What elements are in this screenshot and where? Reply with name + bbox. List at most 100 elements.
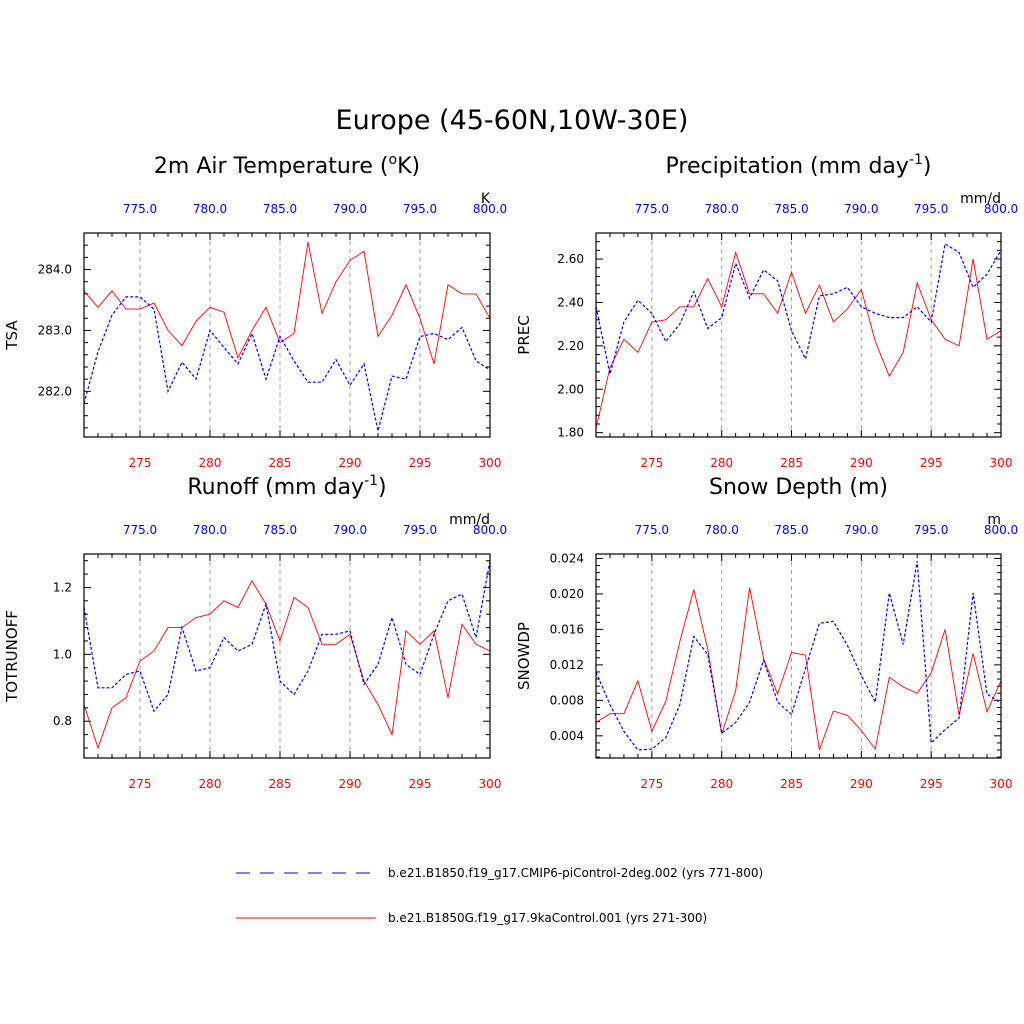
figure-title: Europe (45-60N,10W-30E) bbox=[336, 105, 689, 136]
panel-1-xtick-label-top-4: 790.0 bbox=[333, 202, 367, 216]
panel-3-xtick-label-bottom-6: 300 bbox=[479, 777, 502, 791]
panel-1-ylabel: TSA bbox=[3, 320, 21, 351]
panel-3-frame bbox=[83, 553, 491, 759]
panel-3-xtick-label-top-1: 775.0 bbox=[123, 523, 157, 537]
panel-2-xtick-label-bottom-5: 295 bbox=[920, 456, 943, 470]
panel-3-xtick-label-bottom-4: 290 bbox=[339, 777, 362, 791]
panel-4-xtick-label-bottom-1: 275 bbox=[640, 777, 663, 791]
panel-1-title-sup: o bbox=[388, 152, 397, 168]
panel-2-ytick-label-3: 2.20 bbox=[557, 339, 584, 353]
panel-1-xtick-label-top-1: 775.0 bbox=[123, 202, 157, 216]
panel-2-xtick-label-top-6: 800.0 bbox=[984, 202, 1018, 216]
panel-2-units: mm/d bbox=[960, 191, 1001, 207]
panel-4-xtick-label-top-6: 800.0 bbox=[984, 523, 1018, 537]
panel-4-frame bbox=[595, 553, 1002, 759]
panel-3-series-blue-line bbox=[83, 560, 491, 713]
panel-2-xtick-label-top-3: 785.0 bbox=[774, 202, 808, 216]
panel-3-xtick-label-top-2: 780.0 bbox=[193, 523, 227, 537]
panel-2-title-sup: -1 bbox=[909, 152, 923, 168]
panel-1-xtick-label-bottom-2: 280 bbox=[199, 456, 222, 470]
panel-2-title: Precipitation (mm day-1) bbox=[666, 152, 932, 179]
panel-3-xtick-label-top-5: 795.0 bbox=[403, 523, 437, 537]
panel-3-ylabel: TOTRUNOFF bbox=[3, 610, 21, 703]
panel-3-units: mm/d bbox=[449, 512, 490, 528]
panel-1-ytick-label-2: 283.0 bbox=[38, 323, 72, 337]
panel-3-title: Runoff (mm day-1) bbox=[187, 473, 386, 500]
panel-2-xtick-label-bottom-1: 275 bbox=[640, 456, 663, 470]
panel-3-title-end: ) bbox=[378, 475, 387, 500]
panel-4-series-blue-line bbox=[595, 561, 1002, 751]
panel-2: Precipitation (mm day-1) mm/d PREC 1.80 2.00… bbox=[515, 152, 1018, 470]
panel-4-ytick-label-2: 0.008 bbox=[550, 693, 584, 707]
panel-4-xtick-label-bottom-4: 290 bbox=[850, 777, 873, 791]
panel-1-ytick-label-1: 282.0 bbox=[38, 384, 72, 398]
panel-2-ytick-label-2: 2.00 bbox=[557, 382, 584, 396]
panel-1-title: 2m Air Temperature (oK) bbox=[154, 152, 420, 179]
panel-4-xtick-label-top-4: 790.0 bbox=[844, 523, 878, 537]
panel-4-xtick-label-bottom-5: 295 bbox=[920, 777, 943, 791]
panel-1-frame bbox=[83, 232, 491, 438]
panel-1-xtick-label-top-3: 785.0 bbox=[263, 202, 297, 216]
panel-1-xtick-label-top-6: 800.0 bbox=[473, 202, 507, 216]
panel-4-xtick-label-top-3: 785.0 bbox=[774, 523, 808, 537]
legend: b.e21.B1850.f19_g17.CMIP6-piControl-2deg… bbox=[236, 866, 763, 925]
panel-2-ylabel: PREC bbox=[515, 315, 533, 354]
panel-3-title-main: Runoff (mm day bbox=[187, 475, 364, 500]
legend-label-blue: b.e21.B1850.f19_g17.CMIP6-piControl-2deg… bbox=[388, 866, 763, 880]
legend-label-red: b.e21.B1850G.f19_g17.9kaControl.001 (yrs… bbox=[388, 911, 707, 925]
panel-2-title-end: ) bbox=[923, 154, 932, 179]
panel-4-ytick-label-1: 0.004 bbox=[550, 729, 584, 743]
panel-2-frame bbox=[595, 232, 1002, 438]
panel-4-xtick-label-bottom-3: 285 bbox=[780, 777, 803, 791]
panel-2-xtick-label-bottom-2: 280 bbox=[710, 456, 733, 470]
panel-1-xtick-label-bottom-1: 275 bbox=[129, 456, 152, 470]
panel-2-series-red-line bbox=[595, 250, 1002, 429]
panel-4-ytick-label-3: 0.012 bbox=[550, 658, 584, 672]
panel-1-xtick-label-bottom-6: 300 bbox=[479, 456, 502, 470]
panel-4-xtick-label-top-2: 780.0 bbox=[705, 523, 739, 537]
panel-1-ytick-label-3: 284.0 bbox=[38, 263, 72, 277]
panel-3-ytick-label-3: 1.2 bbox=[53, 580, 72, 594]
panel-4-xtick-label-top-1: 775.0 bbox=[635, 523, 669, 537]
panel-1-xtick-label-top-5: 795.0 bbox=[403, 202, 437, 216]
panel-1-xtick-label-bottom-3: 285 bbox=[269, 456, 292, 470]
panel-2-ytick-label-4: 2.40 bbox=[557, 295, 584, 309]
panel-3-xtick-label-bottom-1: 275 bbox=[129, 777, 152, 791]
panel-1-series-blue-line bbox=[83, 296, 491, 432]
panel-2-xtick-label-bottom-4: 290 bbox=[850, 456, 873, 470]
panel-2-xtick-label-top-4: 790.0 bbox=[844, 202, 878, 216]
panel-2-xtick-label-bottom-3: 285 bbox=[780, 456, 803, 470]
panel-1-xtick-label-top-2: 780.0 bbox=[193, 202, 227, 216]
panel-4-title: Snow Depth (m) bbox=[709, 475, 888, 500]
panel-1: 2m Air Temperature (oK) K TSA 282.0 283.0 284… bbox=[3, 152, 507, 470]
panel-4-ytick-label-4: 0.016 bbox=[550, 622, 584, 636]
panel-3-xtick-label-top-3: 785.0 bbox=[263, 523, 297, 537]
panel-3-series-red-line bbox=[83, 579, 491, 750]
panel-4-title-main: Snow Depth (m) bbox=[709, 475, 888, 500]
panel-2-xtick-label-bottom-6: 300 bbox=[990, 456, 1013, 470]
panel-1-units: K bbox=[481, 191, 491, 207]
panel-3-ytick-label-2: 1.0 bbox=[53, 647, 72, 661]
panel-4-units: m bbox=[987, 512, 1001, 528]
panel-1-xtick-label-bottom-4: 290 bbox=[339, 456, 362, 470]
panel-2-title-main: Precipitation (mm day bbox=[666, 154, 909, 179]
panel-3-xtick-label-top-6: 800.0 bbox=[473, 523, 507, 537]
panel-2-ytick-label-5: 2.60 bbox=[557, 252, 584, 266]
panel-2-ytick-label-1: 1.80 bbox=[557, 426, 584, 440]
panel-4-ylabel: SNOWDP bbox=[515, 622, 533, 690]
panel-1-title-end: K) bbox=[397, 154, 420, 179]
panel-1-title-main: 2m Air Temperature ( bbox=[154, 154, 389, 179]
panels: 2m Air Temperature (oK) K TSA 282.0 283.0 284… bbox=[3, 152, 1018, 791]
panel-3: Runoff (mm day-1) mm/d TOTRUNOFF 0.8 1.0 1.2 2… bbox=[3, 473, 507, 791]
panel-3-xtick-label-bottom-2: 280 bbox=[199, 777, 222, 791]
panel-3-ytick-label-1: 0.8 bbox=[53, 714, 72, 728]
panel-2-xtick-label-top-1: 775.0 bbox=[635, 202, 669, 216]
panel-3-title-sup: -1 bbox=[364, 473, 378, 489]
panel-2-xtick-label-top-2: 780.0 bbox=[705, 202, 739, 216]
panel-4: Snow Depth (m) m SNOWDP 0.004 0.008 0.012 0.01… bbox=[515, 475, 1018, 791]
panel-3-xtick-label-bottom-5: 295 bbox=[409, 777, 432, 791]
panel-4-ytick-label-6: 0.024 bbox=[550, 551, 584, 565]
panel-4-xtick-label-top-5: 795.0 bbox=[914, 523, 948, 537]
panel-3-xtick-label-bottom-3: 285 bbox=[269, 777, 292, 791]
